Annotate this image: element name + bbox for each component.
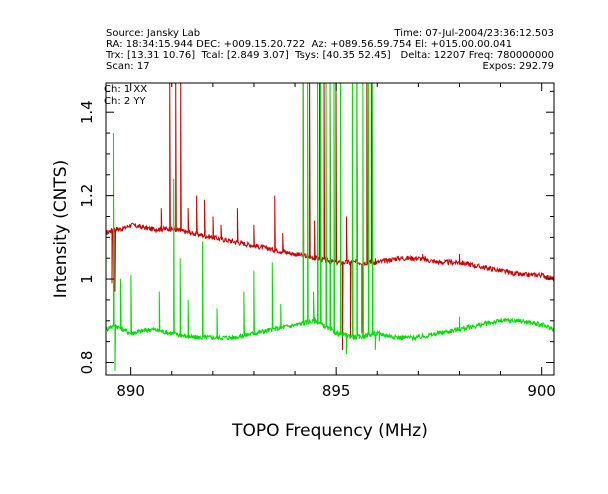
x-tick-label: 895	[322, 382, 351, 400]
series-2-line	[106, 83, 554, 371]
header-freq: Delta: 12207 Freq: 780000000	[400, 50, 554, 61]
header-source: Source: Jansky Lab	[106, 28, 201, 39]
header-scan: Scan: 17	[106, 61, 150, 72]
header-time: Time: 07-Jul-2004/23:36:12.503	[394, 28, 554, 39]
y-tick-label: 1.4	[78, 100, 96, 124]
plot-frame	[105, 82, 555, 376]
y-tick-label: 1	[78, 274, 96, 284]
y-axis-label: Intensity (CNTS)	[51, 160, 71, 298]
x-tick-label: 890	[116, 382, 145, 400]
header-expos: Expos: 292.79	[482, 61, 554, 72]
legend-ch1: Ch: 1 XX	[104, 84, 147, 95]
y-tick-label: 0.8	[78, 351, 96, 375]
x-tick-label: 900	[527, 382, 556, 400]
header-trx: Trx: [13.31 10.76] Tcal: [2.849 3.07] Ts…	[106, 50, 391, 61]
y-tick-label: 1.2	[78, 184, 96, 208]
legend-ch2: Ch: 2 YY	[104, 96, 147, 107]
x-axis-label: TOPO Frequency (MHz)	[231, 421, 428, 441]
header-coords: RA: 18:34:15.944 DEC: +009.15.20.722 Az:…	[106, 39, 513, 50]
